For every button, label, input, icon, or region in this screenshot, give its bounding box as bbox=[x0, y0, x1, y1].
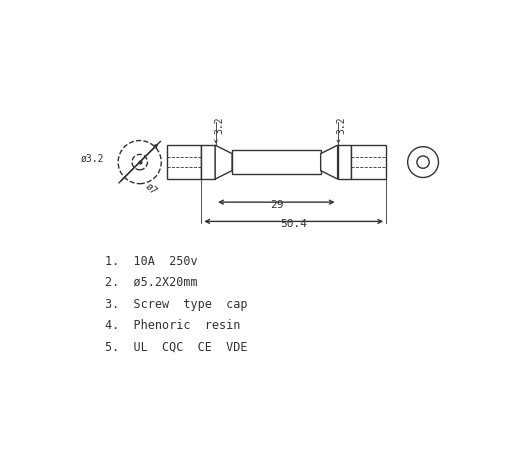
Text: 5.  UL  CQC  CE  VDE: 5. UL CQC CE VDE bbox=[105, 341, 247, 354]
Bar bbox=[338, 145, 351, 179]
Bar bbox=[351, 145, 386, 179]
Circle shape bbox=[417, 156, 429, 168]
Circle shape bbox=[118, 140, 161, 184]
Circle shape bbox=[408, 147, 438, 178]
Text: ø7: ø7 bbox=[144, 181, 159, 196]
Polygon shape bbox=[215, 145, 232, 179]
Text: 29: 29 bbox=[270, 200, 283, 210]
Polygon shape bbox=[321, 145, 338, 179]
Bar bbox=[201, 145, 215, 179]
Bar bbox=[232, 150, 321, 174]
Text: 3.2: 3.2 bbox=[214, 117, 224, 134]
Text: 3.  Screw  type  cap: 3. Screw type cap bbox=[105, 297, 247, 311]
Text: 1.  10A  250v: 1. 10A 250v bbox=[105, 254, 198, 268]
Bar bbox=[167, 145, 201, 179]
Text: ø3.2: ø3.2 bbox=[80, 153, 104, 163]
Text: 3.2: 3.2 bbox=[337, 117, 347, 134]
Text: 4.  Phenoric  resin: 4. Phenoric resin bbox=[105, 319, 241, 332]
Text: 50.4: 50.4 bbox=[280, 219, 307, 229]
Text: 2.  ø5.2X20mm: 2. ø5.2X20mm bbox=[105, 276, 198, 289]
Circle shape bbox=[132, 154, 147, 170]
